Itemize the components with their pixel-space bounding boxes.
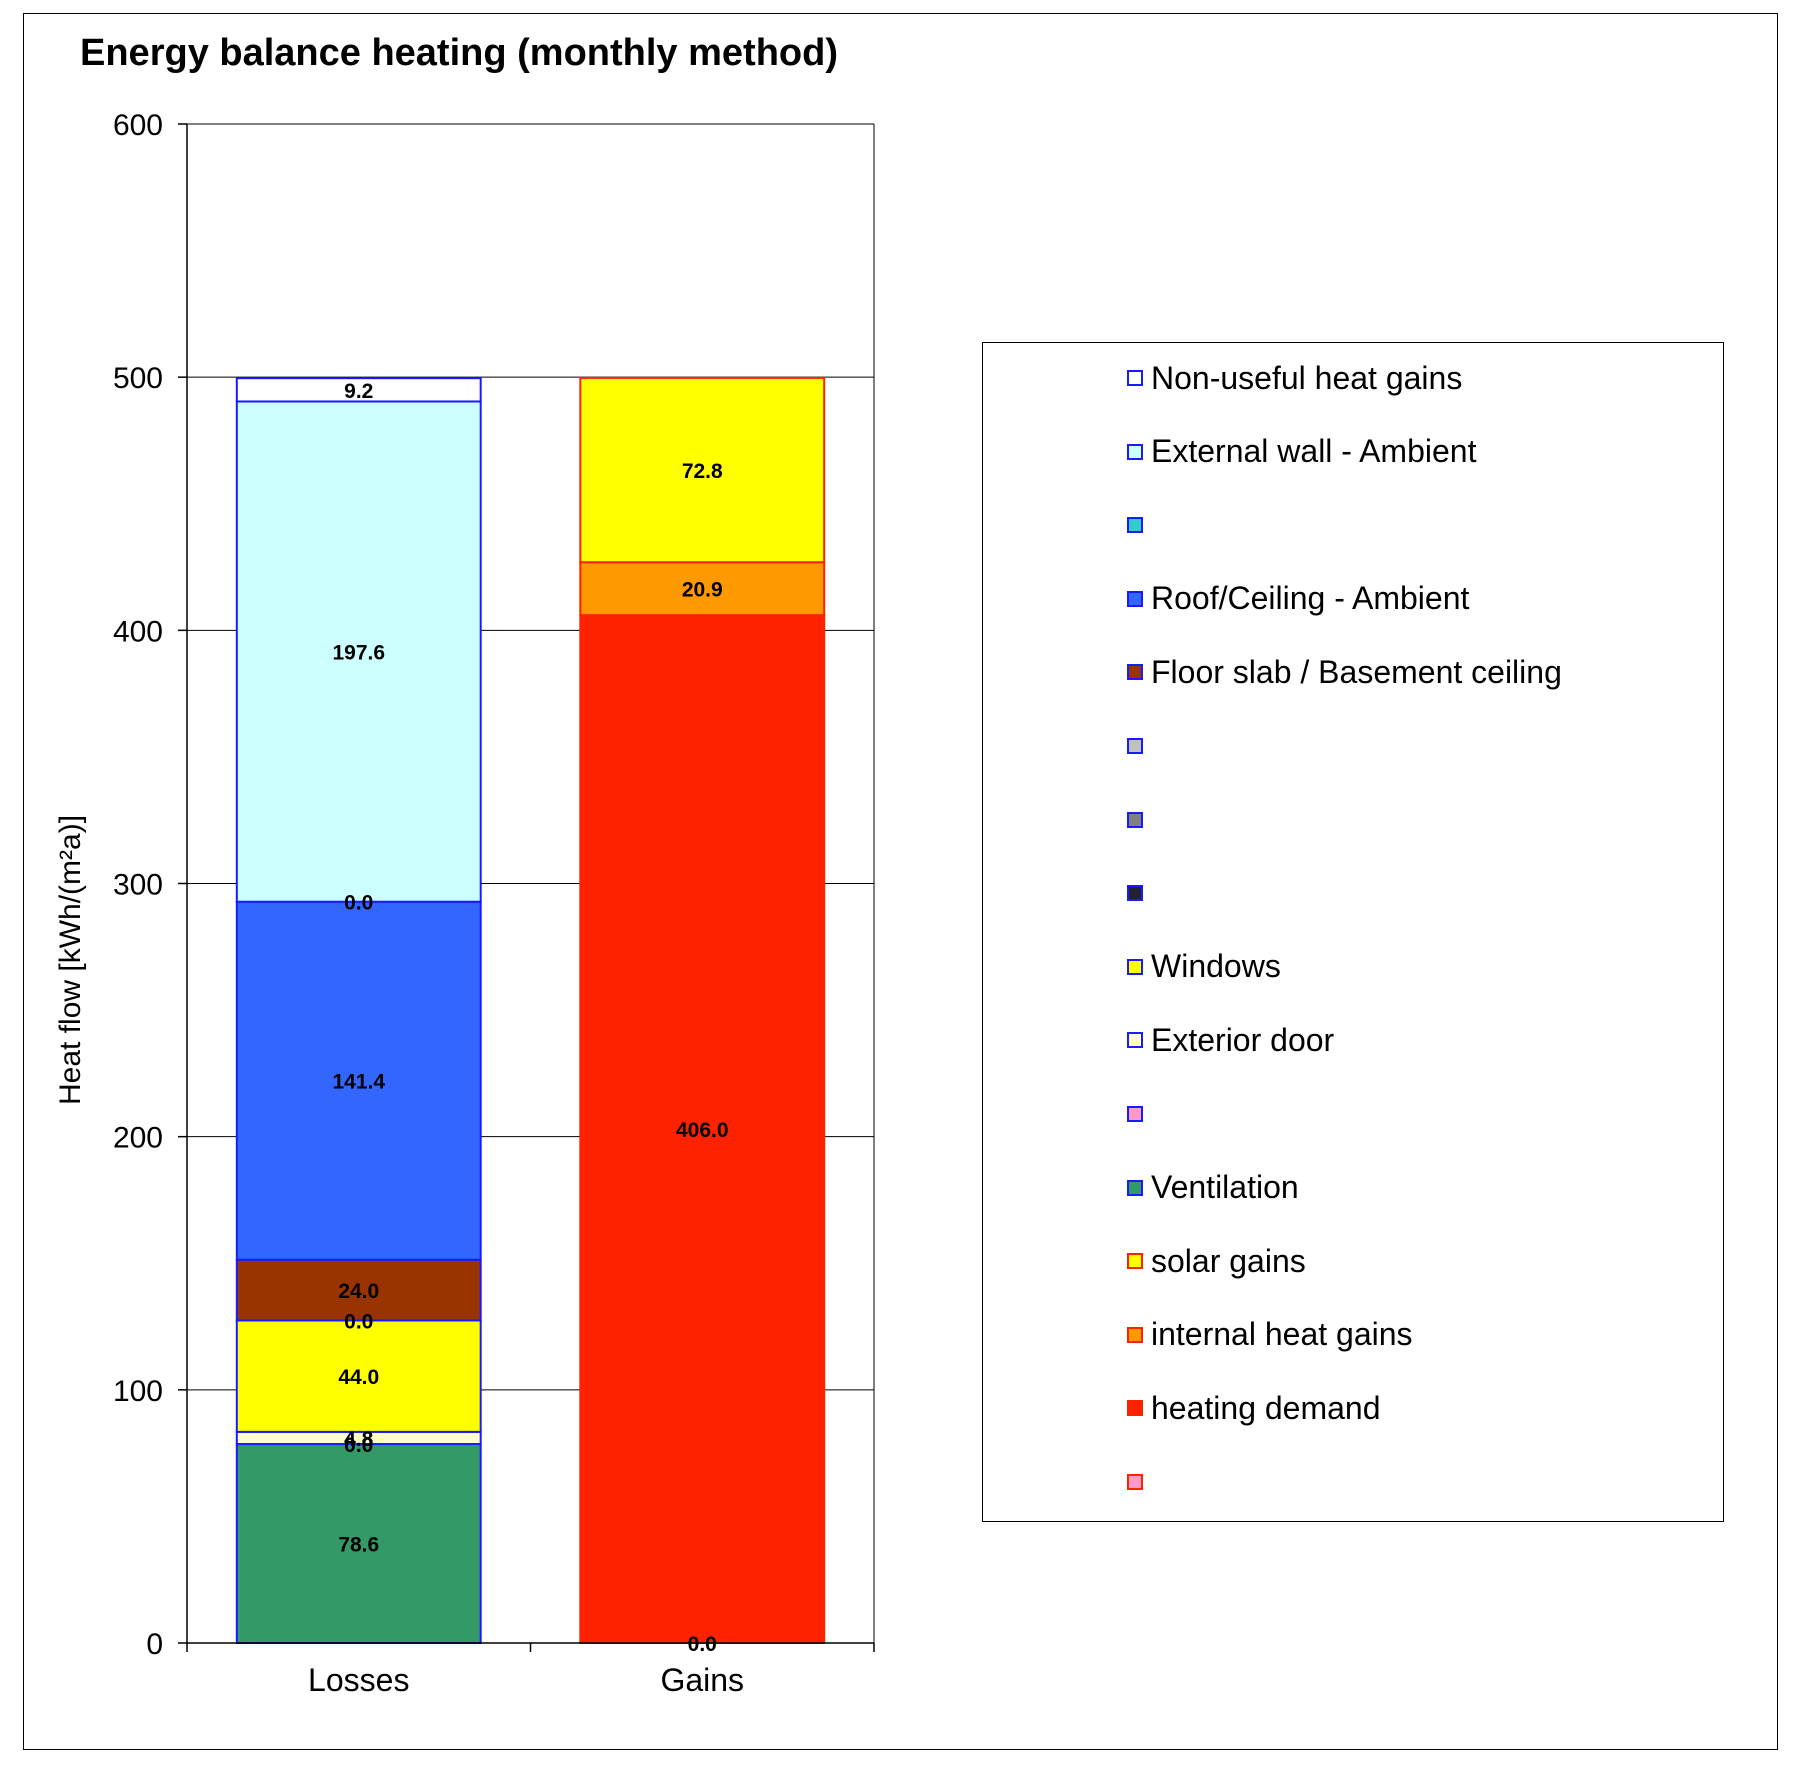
y-tick-label: 400 xyxy=(113,615,163,648)
y-tick-label: 100 xyxy=(113,1375,163,1408)
legend-label: Roof/Ceiling - Ambient xyxy=(1151,580,1470,617)
legend-label: Floor slab / Basement ceiling xyxy=(1151,653,1562,690)
legend-item: Roof/Ceiling - Ambient xyxy=(1127,580,1469,616)
legend-item: Floor slab / Basement ceiling xyxy=(1127,654,1562,690)
bar-segment-gains xyxy=(579,376,826,564)
legend-swatch xyxy=(1127,958,1143,975)
legend-item: solar gains xyxy=(1127,1243,1306,1279)
legend-label: Windows xyxy=(1151,948,1281,985)
legend-swatch xyxy=(1127,664,1143,681)
y-tick-label: 300 xyxy=(113,869,163,902)
data-label-gains: 20.9 xyxy=(682,579,723,602)
legend-label: External wall - Ambient xyxy=(1151,433,1477,470)
bar-segment-losses xyxy=(235,1258,482,1322)
legend-swatch xyxy=(1127,517,1143,534)
y-tick-label: 600 xyxy=(113,109,163,142)
legend-item xyxy=(1127,878,1151,908)
bar-segment-losses xyxy=(235,900,482,1261)
legend-item xyxy=(1127,1467,1151,1497)
chart-title: Energy balance heating (monthly method) xyxy=(80,32,838,74)
legend-item xyxy=(1127,1099,1151,1129)
legend-swatch xyxy=(1127,443,1143,460)
legend-swatch xyxy=(1127,1032,1143,1049)
x-tick-label-losses: Losses xyxy=(308,1662,409,1698)
legend-label: internal heat gains xyxy=(1151,1316,1413,1353)
legend: Non-useful heat gains External wall - Amb… xyxy=(982,342,1724,1522)
legend-label: Exterior door xyxy=(1151,1021,1335,1058)
legend-item xyxy=(1127,510,1151,540)
x-tick-label-gains: Gains xyxy=(660,1662,744,1698)
data-label-losses: 24.0 xyxy=(338,1280,379,1303)
y-tick-label: 200 xyxy=(113,1122,163,1155)
legend-item: Exterior door xyxy=(1127,1022,1334,1058)
data-labels: 78.60.04.844.00.024.0141.40.0197.69.20.0… xyxy=(332,380,728,1656)
legend-swatch xyxy=(1127,738,1143,754)
bar-segment-gains xyxy=(579,614,826,1644)
legend-swatch xyxy=(1127,1326,1143,1343)
data-label-losses: 44.0 xyxy=(338,1366,379,1389)
legend-item xyxy=(1127,731,1151,761)
legend-item: Windows xyxy=(1127,948,1281,984)
legend-swatch xyxy=(1127,590,1143,607)
bar-segment-losses xyxy=(235,377,482,403)
chart-frame xyxy=(23,13,1778,1750)
data-label-losses: 9.2 xyxy=(344,380,373,403)
bar-segment-losses xyxy=(235,1443,482,1644)
axes: 0 100 200 300 400 500 600 Losses Gains xyxy=(113,109,875,1698)
legend-swatch xyxy=(1127,1253,1143,1270)
bar-segment-losses xyxy=(235,1319,482,1433)
legend-swatch xyxy=(1127,1179,1143,1196)
data-label-losses: 0.0 xyxy=(344,1310,373,1333)
legend-swatch xyxy=(1127,370,1143,386)
legend-item: internal heat gains xyxy=(1127,1316,1413,1352)
data-label-gains: 0.0 xyxy=(688,1633,717,1656)
data-label-losses: 78.6 xyxy=(338,1534,379,1557)
legend-label: solar gains xyxy=(1151,1242,1306,1279)
legend-swatch xyxy=(1127,811,1143,828)
legend-item xyxy=(1127,805,1151,835)
legend-label: Non-useful heat gains xyxy=(1151,359,1463,396)
data-label-gains: 406.0 xyxy=(676,1119,729,1142)
data-label-losses: 0.0 xyxy=(344,892,373,915)
y-axis-title: Heat flow [kWh/(m²a)] xyxy=(54,815,87,1105)
bar-segment-gains xyxy=(579,561,826,617)
legend-swatch xyxy=(1127,885,1143,902)
data-label-losses: 197.6 xyxy=(332,642,385,665)
legend-swatch xyxy=(1127,1400,1143,1417)
legend-swatch xyxy=(1127,1474,1143,1490)
bar-stacks xyxy=(235,376,826,1644)
legend-item: Non-useful heat gains xyxy=(1127,360,1462,396)
legend-label: heating demand xyxy=(1151,1389,1381,1426)
y-tick-label: 0 xyxy=(146,1628,163,1661)
legend-item: External wall - Ambient xyxy=(1127,433,1476,469)
legend-label: Ventilation xyxy=(1151,1169,1299,1206)
legend-swatch xyxy=(1127,1106,1143,1122)
bar-segment-losses xyxy=(235,400,482,903)
data-label-losses: 141.4 xyxy=(332,1071,385,1094)
legend-item: heating demand xyxy=(1127,1390,1381,1426)
data-label-losses: 0.0 xyxy=(344,1434,373,1457)
legend-item: Ventilation xyxy=(1127,1169,1299,1205)
y-tick-label: 500 xyxy=(113,362,163,395)
data-label-losses: 4.8 xyxy=(344,1428,374,1451)
data-label-gains: 72.8 xyxy=(682,460,723,483)
